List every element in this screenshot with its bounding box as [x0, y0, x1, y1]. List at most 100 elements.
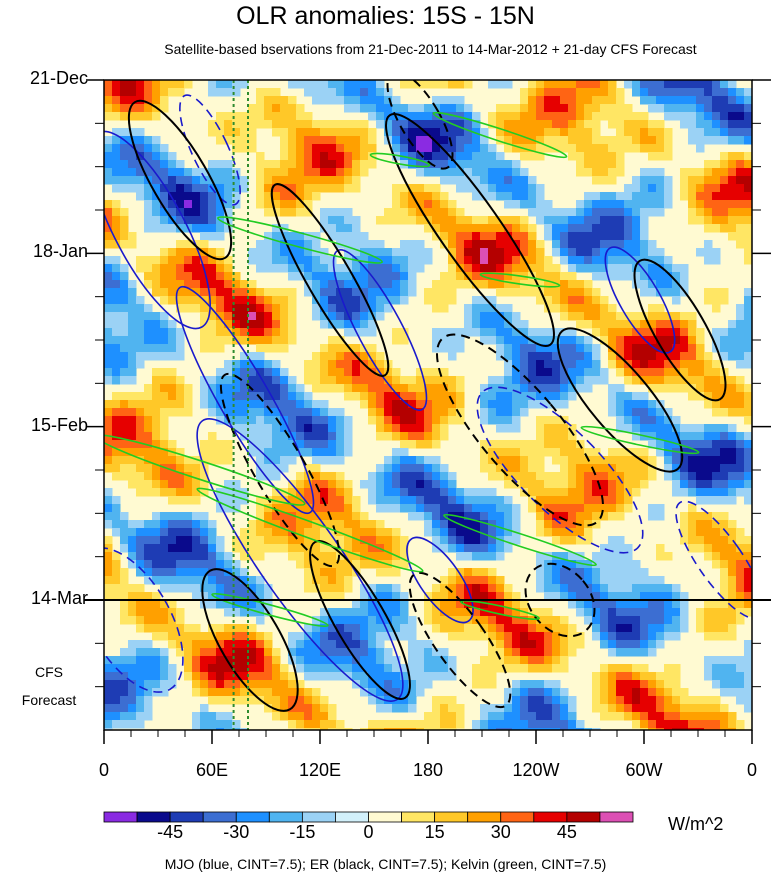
heat-cell — [288, 392, 297, 401]
heat-cell — [280, 512, 289, 521]
heat-cell — [616, 600, 625, 609]
heat-cell — [480, 520, 489, 529]
heat-cell — [208, 728, 217, 730]
heat-cell — [240, 656, 249, 665]
heat-cell — [392, 296, 401, 305]
heat-cell — [368, 640, 377, 649]
heat-cell — [144, 320, 153, 329]
heat-cell — [568, 296, 577, 305]
heat-cell — [280, 712, 289, 721]
heat-cell — [544, 648, 553, 657]
heat-cell — [280, 704, 289, 713]
heat-cell — [504, 112, 513, 121]
heat-cell — [336, 368, 345, 377]
heat-cell — [312, 152, 321, 161]
heat-cell — [632, 568, 641, 577]
colorbar-swatch — [599, 811, 634, 823]
heat-cell — [688, 192, 697, 201]
heat-cell — [344, 384, 353, 393]
heat-cell — [560, 88, 569, 97]
heat-cell — [280, 664, 289, 673]
heat-cell — [344, 104, 353, 113]
heat-cell — [336, 472, 345, 481]
heat-cell — [472, 232, 481, 241]
heat-cell — [528, 688, 537, 697]
heat-cell — [624, 616, 633, 625]
heat-cell — [216, 536, 225, 545]
heat-cell — [640, 616, 649, 625]
heat-cell — [440, 152, 449, 161]
heat-cell — [616, 448, 625, 457]
heat-cell — [616, 128, 625, 137]
heat-cell — [216, 248, 225, 257]
heat-cell — [448, 712, 457, 721]
heat-cell — [648, 704, 657, 713]
heat-cell — [712, 176, 721, 185]
heat-cell — [304, 536, 313, 545]
heat-cell — [240, 424, 249, 433]
heat-cell — [528, 496, 537, 505]
heat-cell — [368, 688, 377, 697]
heat-cell — [648, 368, 657, 377]
heat-cell — [720, 336, 729, 345]
heat-cell — [728, 376, 737, 385]
heat-cell — [144, 280, 153, 289]
heat-cell — [680, 112, 689, 121]
heat-cell — [384, 688, 393, 697]
heat-cell — [632, 208, 641, 217]
heat-cell — [712, 88, 721, 97]
heat-cell — [576, 584, 585, 593]
heat-cell — [296, 488, 305, 497]
colorbar-swatch — [533, 811, 568, 823]
heat-cell — [168, 328, 177, 337]
heat-cell — [408, 288, 417, 297]
heat-cell — [384, 456, 393, 465]
heat-cell — [136, 264, 145, 273]
heat-cell — [712, 704, 721, 713]
heat-cell — [400, 200, 409, 209]
colorbar-tick-label: -30 — [223, 822, 250, 842]
heat-cell — [632, 248, 641, 257]
heat-cell — [224, 552, 233, 561]
heat-cell — [144, 688, 153, 697]
heat-cell — [248, 280, 257, 289]
heat-cell — [448, 392, 457, 401]
heat-cell — [504, 256, 513, 265]
heat-cell — [680, 176, 689, 185]
heat-cell — [696, 544, 705, 553]
heat-cell — [208, 328, 217, 337]
heat-cell — [240, 392, 249, 401]
heat-cell — [184, 80, 193, 89]
heat-cell — [512, 472, 521, 481]
heat-cell — [424, 440, 433, 449]
heat-cell — [344, 624, 353, 633]
heat-cell — [272, 680, 281, 689]
heat-cell — [136, 640, 145, 649]
heat-cell — [280, 536, 289, 545]
heat-cell — [720, 80, 729, 89]
heat-cell — [608, 136, 617, 145]
heat-cell — [440, 496, 449, 505]
heat-cell — [336, 648, 345, 657]
heat-cell — [632, 184, 641, 193]
heat-cell — [176, 576, 185, 585]
heat-cell — [632, 592, 641, 601]
heat-cell — [656, 312, 665, 321]
heat-cell — [440, 208, 449, 217]
heat-cell — [504, 80, 513, 89]
heat-cell — [160, 200, 169, 209]
heat-cell — [184, 400, 193, 409]
heat-cell — [496, 504, 505, 513]
heat-cell — [336, 432, 345, 441]
heat-cell — [288, 520, 297, 529]
heat-cell — [560, 688, 569, 697]
heat-cell — [328, 408, 337, 417]
heat-cell — [616, 368, 625, 377]
heat-cell — [392, 376, 401, 385]
heat-cell — [456, 408, 465, 417]
heat-cell — [392, 728, 401, 730]
heat-cell — [320, 280, 329, 289]
heat-cell — [512, 104, 521, 113]
heat-cell — [312, 408, 321, 417]
heat-cell — [400, 400, 409, 409]
